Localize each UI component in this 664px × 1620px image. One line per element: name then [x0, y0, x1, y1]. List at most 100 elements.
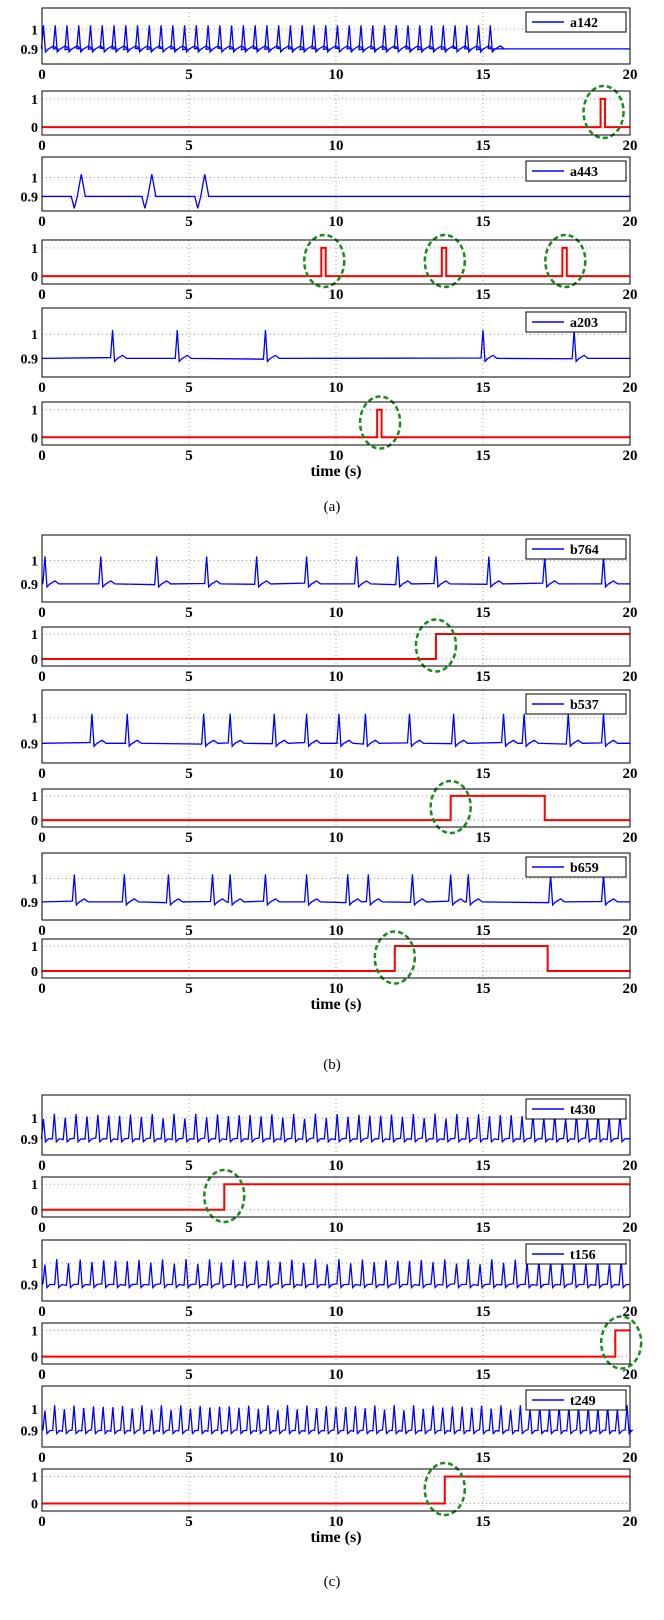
x-tick-label: 0: [38, 923, 46, 939]
x-tick-label: 5: [185, 448, 193, 464]
x-tick-label: 10: [329, 981, 344, 997]
axes-box: [41, 1468, 631, 1512]
y-tick-label: 1: [31, 172, 38, 187]
signal-trace: [40, 25, 630, 54]
x-tick-label: 10: [329, 380, 344, 396]
alarm-trace: [42, 1475, 630, 1505]
x-tick-label: 5: [185, 1367, 193, 1383]
x-tick-label: 0: [38, 1158, 46, 1174]
y-tick-label: 0.9: [21, 1279, 39, 1294]
x-tick-label: 0: [38, 138, 46, 154]
x-tick-label: 0: [38, 214, 46, 230]
y-tick-label: 0: [31, 270, 38, 285]
x-tick-label: 0: [38, 669, 46, 685]
x-tick-label: 15: [476, 605, 491, 621]
x-tick-label: 15: [476, 669, 491, 685]
axes-box: [41, 7, 631, 65]
signal-trace: [42, 174, 630, 209]
axes-box: [41, 1176, 631, 1218]
y-tick-label: 1: [31, 872, 38, 887]
x-tick-label: 20: [623, 923, 638, 939]
y-tick-label: 0.9: [21, 737, 39, 752]
alarm-trace: [42, 945, 630, 972]
y-tick-label: 0.9: [21, 43, 39, 58]
y-tick-label: 1: [31, 554, 38, 569]
signal-trace: [41, 713, 630, 748]
x-tick-label: 0: [38, 766, 46, 782]
axes-box: [41, 307, 631, 378]
axes-box: [41, 938, 631, 979]
x-tick-label: 0: [38, 981, 46, 997]
x-tick-label: 20: [623, 669, 638, 685]
alarm-trace: [42, 1183, 630, 1211]
y-tick-label: 0: [31, 1497, 38, 1512]
y-tick-label: 1: [31, 712, 38, 727]
x-tick-label: 10: [329, 138, 344, 154]
x-tick-label: 0: [38, 67, 46, 83]
x-axis-label: time (s): [310, 996, 361, 1013]
y-tick-label: 0.9: [21, 578, 39, 593]
subplot-1-1: 010 5 10 15 20: [31, 618, 638, 685]
x-tick-label: 20: [623, 981, 638, 997]
x-tick-label: 5: [185, 1304, 193, 1320]
x-tick-label: 15: [476, 1367, 491, 1383]
x-tick-label: 20: [623, 1158, 638, 1174]
x-tick-label: 10: [329, 1367, 344, 1383]
x-tick-label: 20: [623, 448, 638, 464]
x-tick-label: 0: [38, 380, 46, 396]
signal-trace: [41, 874, 630, 907]
alarm-circle: [429, 779, 472, 835]
x-tick-label: 10: [329, 923, 344, 939]
subplot-0-1: 010 5 10 15 20: [31, 84, 638, 154]
axes-box: [41, 239, 631, 285]
alarm-trace: [42, 97, 630, 129]
x-tick-label: 10: [329, 1220, 344, 1236]
x-tick-label: 10: [329, 448, 344, 464]
y-tick-label: 0: [31, 1351, 38, 1366]
x-tick-label: 15: [476, 1304, 491, 1320]
y-tick-label: 0: [31, 431, 38, 446]
y-tick-label: 1: [31, 328, 38, 343]
x-tick-label: 10: [329, 1304, 344, 1320]
alarm-trace: [42, 633, 630, 660]
y-tick-label: 1: [31, 790, 38, 805]
x-axis-label: time (s): [310, 463, 361, 480]
x-tick-label: 10: [329, 287, 344, 303]
legend-box: [525, 160, 627, 182]
legend-box: [525, 1098, 627, 1120]
x-tick-label: 0: [38, 1450, 46, 1466]
x-tick-label: 10: [329, 1450, 344, 1466]
x-tick-label: 20: [623, 287, 638, 303]
x-tick-label: 0: [38, 605, 46, 621]
x-tick-label: 15: [476, 380, 491, 396]
x-tick-label: 20: [623, 138, 638, 154]
panel-caption: (c): [324, 1574, 341, 1590]
signal-trace: [41, 1259, 630, 1289]
legend-box: [525, 1243, 627, 1265]
legend-box: [525, 538, 627, 560]
legend-box: [525, 856, 627, 878]
subplot-2-1: 010 5 10 15 20: [31, 1168, 638, 1236]
y-tick-label: 0: [31, 121, 38, 136]
y-tick-label: 1: [31, 940, 38, 955]
y-tick-label: 0.9: [21, 352, 39, 367]
legend-label: b537: [570, 698, 599, 713]
legend-label: t430: [570, 1103, 596, 1118]
y-tick-label: 0.9: [21, 1425, 39, 1440]
legend-box: [525, 11, 627, 33]
x-tick-label: 10: [329, 669, 344, 685]
x-tick-label: 10: [329, 67, 344, 83]
axes-box: [41, 156, 631, 212]
x-tick-label: 20: [623, 67, 638, 83]
x-tick-label: 20: [623, 380, 638, 396]
x-tick-label: 15: [476, 138, 491, 154]
x-tick-label: 5: [185, 981, 193, 997]
alarm-circle: [414, 618, 458, 673]
